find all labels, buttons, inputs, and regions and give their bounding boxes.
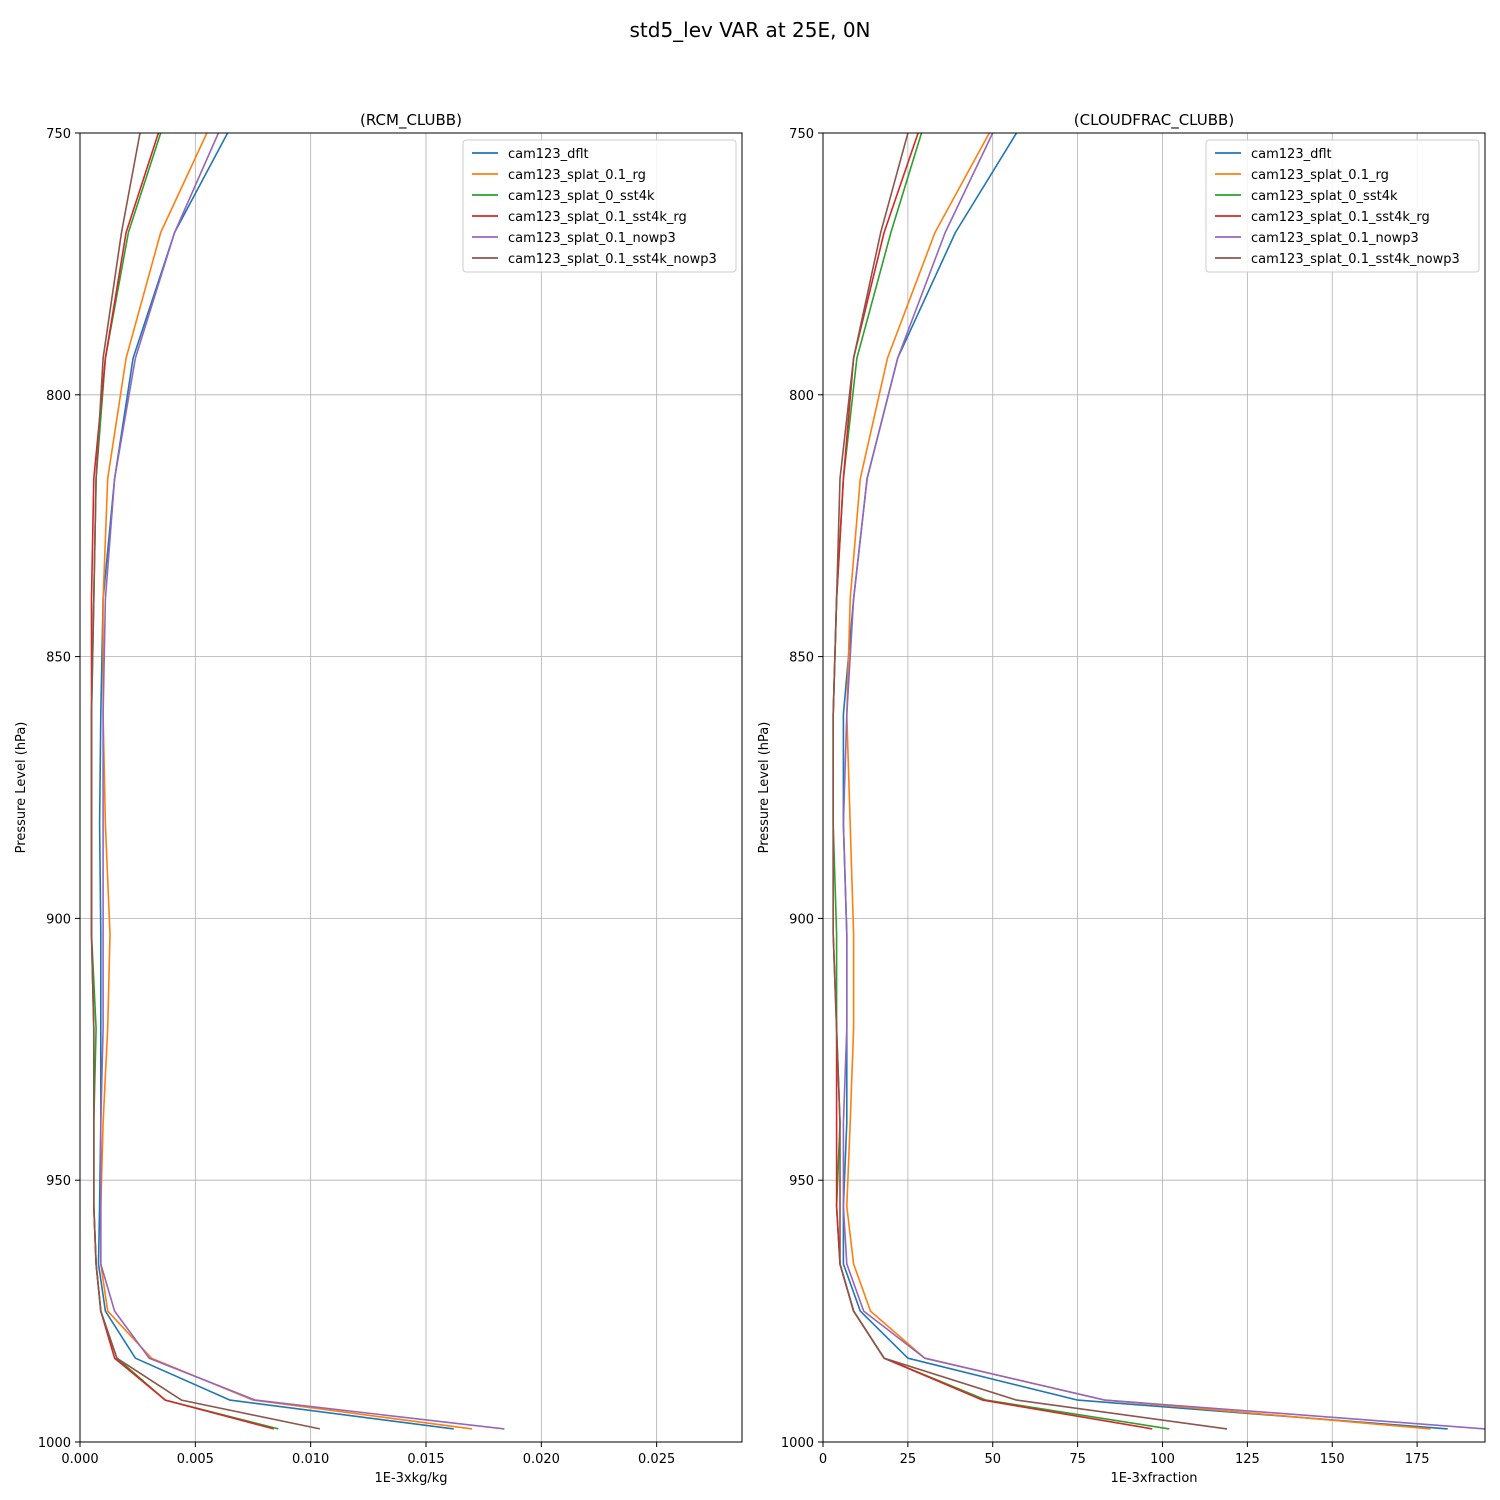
x-axis-label: 1E-3xfraction	[1110, 1471, 1197, 1486]
legend-entry: cam123_splat_0.1_rg	[508, 168, 646, 183]
y-tick-label: 900	[789, 912, 814, 927]
x-tick-label: 50	[984, 1452, 1001, 1467]
series-group	[90, 133, 505, 1430]
legend-entry: cam123_splat_0.1_nowp3	[508, 231, 676, 246]
y-tick-label: 950	[46, 1174, 71, 1189]
x-tick-label: 0.020	[523, 1452, 560, 1467]
series-line	[832, 133, 1228, 1430]
legend-entry: cam123_splat_0.1_sst4k_rg	[508, 210, 687, 225]
legend-box	[1205, 139, 1480, 273]
y-tick-label: 750	[789, 127, 814, 142]
y-tick-label: 800	[789, 389, 814, 404]
y-tick-label: 800	[46, 389, 71, 404]
series-line	[845, 133, 1431, 1430]
y-tick-label: 1000	[38, 1436, 71, 1451]
y-tick-label: 850	[789, 651, 814, 666]
panel-rcm-clubb: 0.000 0.005 0.010 0.015 0.020 0.025 750 800 850 9…	[14, 111, 743, 1486]
legend-entry: cam123_dflt	[508, 147, 589, 162]
axes-frame	[79, 132, 743, 1443]
series-line	[100, 133, 505, 1430]
legend-entry: cam123_splat_0_sst4k	[1251, 189, 1398, 204]
legend-box	[462, 139, 737, 273]
legend-entry: cam123_splat_0.1_sst4k_rg	[1251, 210, 1430, 225]
legend-entry: cam123_splat_0.1_nowp3	[1251, 231, 1419, 246]
axes-frame	[822, 132, 1486, 1443]
legend-entry: cam123_splat_0.1_sst4k_nowp3	[1251, 252, 1460, 267]
y-axis-label: Pressure Level (hPa)	[14, 722, 29, 854]
legend-entry: cam123_splat_0.1_rg	[1251, 168, 1389, 183]
y-tick-label: 850	[46, 651, 71, 666]
axes-title: (RCM_CLUBB)	[360, 111, 462, 130]
x-tick-label: 0.025	[638, 1452, 675, 1467]
x-tick-label: 0.000	[61, 1452, 98, 1467]
x-tick-label: 150	[1320, 1452, 1345, 1467]
panel-cloudfrac-clubb: 0 25 50 75 100 125 150 175 750 800 850 900 950 1000 (C…	[757, 111, 1486, 1486]
legend-entry: cam123_splat_0.1_sst4k_nowp3	[508, 252, 717, 267]
x-tick-label: 125	[1235, 1452, 1260, 1467]
legend-entry: cam123_splat_0_sst4k	[508, 189, 655, 204]
legend: cam123_dflt cam123_splat_0.1_rg cam123_spl…	[1205, 139, 1480, 273]
series-group	[832, 133, 1485, 1430]
y-tick-label: 900	[46, 912, 71, 927]
x-tick-label: 175	[1405, 1452, 1430, 1467]
x-axis-label: 1E-3xkg/kg	[374, 1471, 447, 1486]
x-tick-label: 0.010	[292, 1452, 329, 1467]
axes-title: (CLOUDFRAC_CLUBB)	[1074, 111, 1234, 130]
x-tick-label: 75	[1069, 1452, 1086, 1467]
x-tick-label: 0.005	[177, 1452, 214, 1467]
y-tick-label: 950	[789, 1174, 814, 1189]
x-tick-label: 100	[1150, 1452, 1175, 1467]
legend: cam123_dflt cam123_splat_0.1_rg cam123_spl…	[462, 139, 737, 273]
x-tick-label: 0	[819, 1452, 827, 1467]
series-line	[842, 133, 1485, 1430]
y-tick-label: 750	[46, 127, 71, 142]
x-tick-label: 0.015	[407, 1452, 444, 1467]
y-tick-label: 1000	[781, 1436, 814, 1451]
y-axis-label: Pressure Level (hPa)	[757, 722, 772, 854]
figure-title: std5_lev VAR at 25E, 0N	[629, 18, 870, 42]
series-line	[97, 133, 454, 1430]
x-tick-label: 25	[900, 1452, 917, 1467]
legend-entry: cam123_dflt	[1251, 147, 1332, 162]
series-line	[90, 133, 321, 1430]
series-line	[100, 133, 473, 1430]
